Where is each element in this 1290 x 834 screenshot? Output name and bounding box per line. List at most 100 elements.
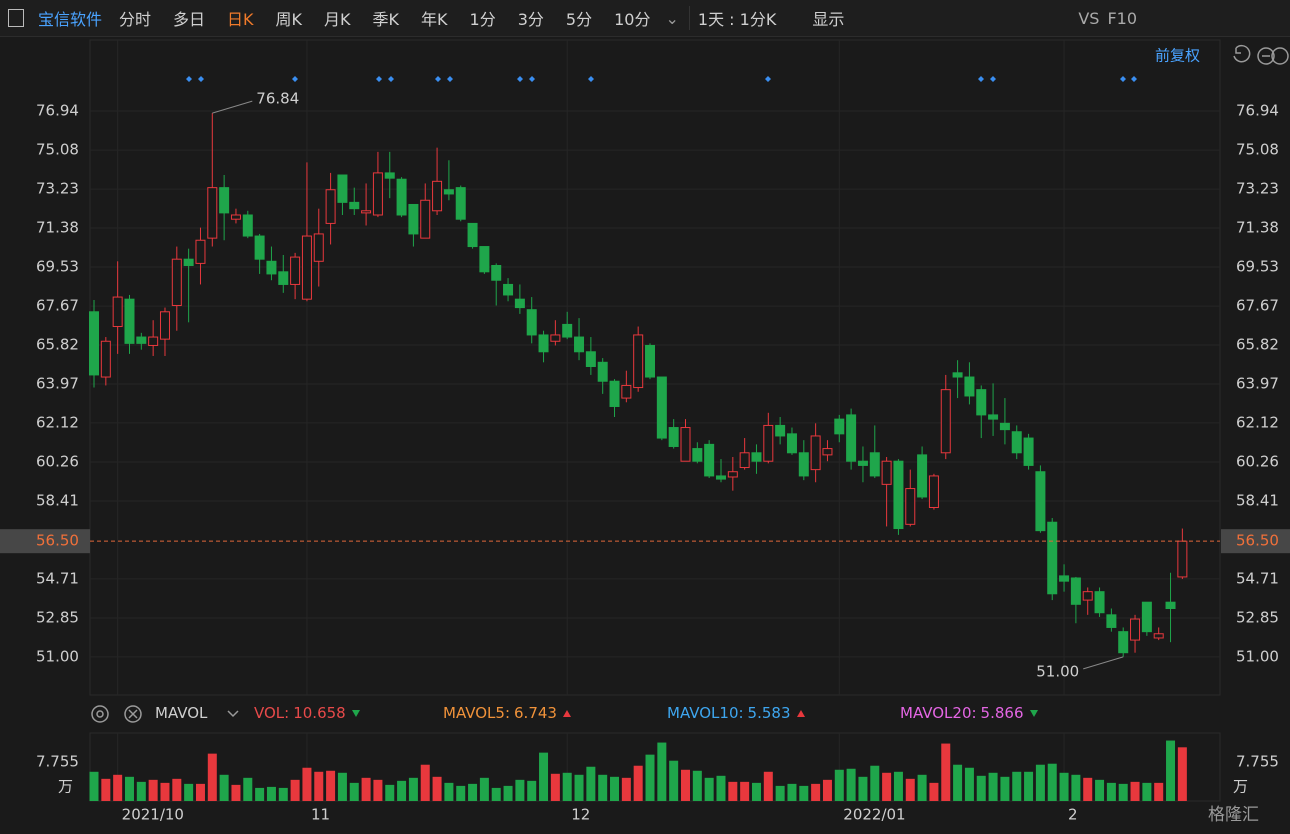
volume-bar (692, 770, 702, 801)
volume-bar (136, 781, 146, 801)
indicator-item: VOL: 10.658 (254, 704, 360, 722)
volume-bar (811, 783, 821, 801)
last-price-label: 56.50 (36, 532, 79, 550)
y-tick-label: 60.26 (36, 453, 79, 471)
candle-body (266, 260, 277, 275)
candle-body (337, 174, 348, 203)
volume-bar (1095, 779, 1105, 801)
candle-body (869, 452, 880, 477)
volume-bar (1000, 776, 1010, 801)
volume-bar (621, 777, 631, 801)
candle-body (1047, 521, 1058, 595)
volume-bar (562, 772, 572, 801)
menu-icon[interactable] (8, 9, 24, 27)
y-tick-label: 58.41 (36, 491, 79, 509)
y-tick-label-right: 54.71 (1236, 569, 1279, 587)
volume-bar (905, 778, 915, 801)
indicator-name: MAVOL5: (443, 704, 511, 722)
tab[interactable]: 年K (421, 10, 448, 29)
candle-body (893, 460, 904, 530)
volume-tick-label: 7.755 (36, 752, 79, 770)
volume-bar (148, 779, 158, 801)
candle-body (680, 427, 691, 462)
display-menu[interactable]: 显示 (812, 10, 845, 29)
candle-body (1082, 591, 1093, 601)
candle-body (420, 199, 431, 239)
volume-bar (988, 772, 998, 801)
volume-bar (420, 764, 430, 801)
volume-bar (373, 779, 383, 801)
y-tick-label-right: 51.00 (1236, 647, 1279, 665)
candle-body (290, 256, 301, 285)
tab[interactable]: 5分 (565, 10, 593, 29)
compare[interactable]: VS (1078, 8, 1100, 28)
volume-bar (870, 765, 880, 801)
candle-body (526, 309, 537, 336)
volume-bar (231, 784, 241, 801)
candle-body (798, 452, 809, 477)
candle-body (1130, 618, 1141, 641)
candle-body (384, 172, 395, 179)
toolbar: 宝信软件 分时 多日 日K 周K 月K 季K 年K 1分 3分 5分 10分 ⌄ 1天 : 1分K … (0, 0, 1290, 37)
trend-arrow (1029, 710, 1038, 717)
volume-bar (1024, 771, 1034, 801)
y-tick-label-right: 52.85 (1236, 608, 1279, 626)
chevron[interactable]: ⌄ (665, 8, 679, 28)
volume-bar (846, 768, 856, 801)
candle-body (1059, 575, 1070, 582)
candle-body (503, 283, 514, 296)
candle-body (1141, 601, 1152, 633)
volume-bar (444, 782, 454, 801)
volume-bar (834, 769, 844, 801)
tab[interactable]: 1分 (469, 10, 496, 29)
tab[interactable]: 日K (227, 10, 254, 29)
candle-body (668, 427, 679, 447)
candle-body (467, 222, 478, 248)
candle-body (727, 471, 738, 478)
chart-tools[interactable] (91, 44, 1289, 723)
volume-bar (1142, 782, 1152, 801)
volume-bar (408, 777, 418, 801)
tab[interactable]: 分时 (119, 10, 152, 29)
y-tick-label-right: 76.94 (1236, 102, 1279, 120)
volume-bar (704, 777, 714, 801)
period[interactable]: 1天 : 1分K (688, 6, 776, 30)
tab[interactable]: 月K (324, 10, 351, 29)
candle-body (325, 189, 336, 224)
y-tick-label: 52.85 (36, 608, 79, 626)
volume-bar (184, 783, 194, 801)
volume-bar (574, 774, 584, 801)
tab[interactable]: 季K (372, 10, 400, 29)
candle-body (1165, 601, 1176, 610)
volume-bar (751, 782, 761, 801)
volume-bar (917, 774, 927, 801)
tab[interactable]: 多日 (173, 10, 206, 29)
candle-body (692, 448, 703, 462)
y-tick-label-right: 65.82 (1236, 336, 1279, 354)
volume-bar (290, 779, 300, 801)
y-tick-label-right: 63.97 (1236, 374, 1279, 392)
tab[interactable]: 10分 (614, 10, 651, 29)
indicator-name: MAVOL10: (667, 704, 744, 722)
volume-bar (302, 767, 312, 801)
indicator-name: VOL: (254, 704, 290, 722)
tab[interactable]: 周K (275, 10, 303, 29)
indicator-value: 10.658 (293, 704, 346, 722)
volume-bar (255, 787, 265, 801)
volume-bar (728, 781, 738, 801)
candle-body (372, 172, 383, 216)
indicator-name[interactable]: MAVOL (155, 704, 208, 722)
volume-bar (882, 772, 892, 801)
stock-name[interactable]: 宝信软件 (38, 10, 103, 29)
candle-body (609, 380, 620, 407)
candle-body (183, 258, 194, 266)
adjust-mode[interactable]: 前复权 (1155, 47, 1200, 65)
y-tick-label-right: 71.38 (1236, 219, 1279, 237)
volume-bar (101, 778, 111, 801)
tab[interactable]: 3分 (517, 10, 544, 29)
y-tick-label: 54.71 (36, 569, 79, 587)
f10[interactable]: F10 (1107, 8, 1137, 28)
candle-body (917, 454, 928, 498)
y-tick-label-right: 69.53 (1236, 257, 1279, 275)
last-price-box (0, 529, 90, 554)
